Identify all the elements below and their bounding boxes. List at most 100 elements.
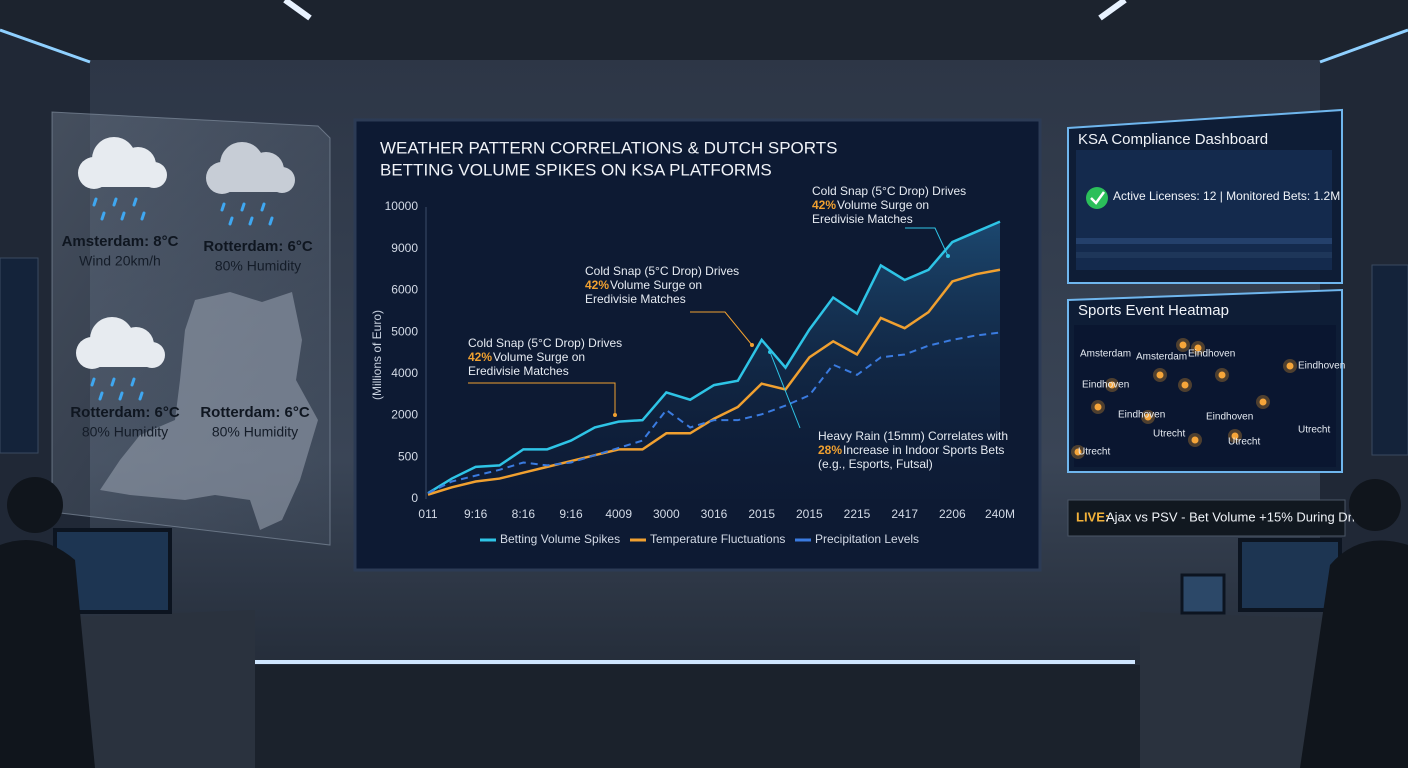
- city-label: Eindhoven: [1188, 349, 1235, 360]
- rain-drop: [112, 197, 118, 207]
- city-label: Eindhoven: [1298, 361, 1345, 372]
- ticker-tag: LIVE:: [1076, 509, 1109, 524]
- annotation-dot: [946, 254, 950, 258]
- compliance-status: Active Licenses: 12 | Monitored Bets: 1.…: [1113, 189, 1340, 203]
- heatmap-map: [1074, 325, 1336, 467]
- x-tick-label: 3000: [653, 507, 680, 521]
- cloud-part: [210, 176, 292, 192]
- ceiling: [0, 0, 1408, 70]
- person: [7, 477, 63, 533]
- annotation-text: Cold Snap (5°C Drop) Drives: [468, 336, 622, 350]
- light-strip: [1319, 28, 1408, 64]
- annotation-dot: [768, 350, 772, 354]
- weather-detail: 80% Humidity: [212, 424, 298, 440]
- rain-drop: [228, 216, 234, 226]
- heat-dot: [1191, 436, 1199, 444]
- weather-city: Rotterdam: 6°C: [203, 238, 313, 255]
- compliance-card: [1076, 150, 1332, 270]
- rain-drop: [132, 197, 138, 207]
- city-label: Utrecht: [1153, 429, 1185, 440]
- annotation-dot: [613, 413, 617, 417]
- series-line: [427, 331, 1001, 495]
- annotation-text: Volume Surge on: [610, 278, 702, 292]
- weather-city: Rotterdam: 6°C: [200, 404, 310, 421]
- cloud-part: [80, 351, 162, 367]
- heat-dot: [1179, 341, 1187, 349]
- x-tick-label: 4009: [605, 507, 632, 521]
- city-label: Eindhoven: [1082, 380, 1129, 391]
- annotation-pct: 28%: [818, 443, 842, 457]
- heatmap-title: Sports Event Heatmap: [1078, 302, 1229, 319]
- annotation-leader: [769, 351, 801, 429]
- y-axis-label: (Millions of Euro): [370, 310, 384, 400]
- weather-detail: 80% Humidity: [82, 424, 168, 440]
- annotation-text: Eredivisie Matches: [812, 212, 913, 226]
- heat-dot: [1181, 381, 1189, 389]
- weather-icon: [76, 317, 165, 401]
- y-tick-label: 6000: [391, 283, 418, 297]
- compliance-title: KSA Compliance Dashboard: [1078, 131, 1268, 148]
- annotation-text: Eredivisie Matches: [585, 292, 686, 306]
- y-tick-label: 2000: [391, 408, 418, 422]
- annotation-dot: [750, 343, 754, 347]
- weather-detail: Wind 20km/h: [79, 253, 161, 269]
- y-tick-label: 5000: [391, 324, 418, 338]
- annotation-pct: 42%: [468, 350, 492, 364]
- x-tick-label: 240M: [985, 507, 1015, 521]
- x-tick-label: 8:16: [512, 507, 536, 521]
- status-bar: [1076, 252, 1332, 258]
- chart-title: BETTING VOLUME SPIKES ON KSA PLATFORMS: [380, 160, 772, 179]
- rain-drop: [92, 197, 98, 207]
- weather-icon: [78, 137, 167, 221]
- heat-dot: [1074, 448, 1082, 456]
- weather-detail: 80% Humidity: [215, 258, 301, 274]
- x-tick-label: 2015: [748, 507, 775, 521]
- x-tick-label: 2215: [844, 507, 871, 521]
- heat-dot: [1218, 371, 1226, 379]
- weather-city: Rotterdam: 6°C: [70, 404, 180, 421]
- ticker-text: Ajax vs PSV - Bet Volume +15% During Dri…: [1106, 509, 1378, 524]
- cloud-part: [82, 171, 164, 187]
- heat-dot: [1194, 344, 1202, 352]
- city-label: Amsterdam: [1080, 349, 1131, 360]
- check-mark: [1090, 191, 1106, 205]
- netherlands-map: [100, 292, 318, 530]
- area: [428, 221, 1000, 499]
- rain-drop: [100, 211, 106, 221]
- y-tick-label: 9000: [391, 241, 418, 255]
- annotation-pct: 42%: [812, 198, 836, 212]
- annotation-text: Volume Surge on: [493, 350, 585, 364]
- city-label: Amsterdam: [1136, 352, 1187, 363]
- heat-dot: [1286, 362, 1294, 370]
- city-label: Eindhoven: [1118, 410, 1165, 421]
- annotation-leader: [905, 227, 949, 257]
- rain-drop: [118, 391, 124, 401]
- desk-monitor: [1238, 538, 1342, 612]
- rain-drop: [220, 202, 226, 212]
- annotation-text: Eredivisie Matches: [468, 364, 569, 378]
- annotation-text: Increase in Indoor Sports Bets: [843, 443, 1004, 457]
- rain-drop: [260, 202, 266, 212]
- weather-city: Amsterdam: 8°C: [62, 233, 179, 250]
- city-label: Utrecht: [1298, 425, 1330, 436]
- annotation-leader: [468, 382, 616, 415]
- y-tick-label: 10000: [385, 199, 419, 213]
- x-tick-label: 2206: [939, 507, 966, 521]
- weather-icon: [206, 142, 295, 226]
- annotation-pct: 42%: [585, 278, 609, 292]
- heat-dot: [1231, 432, 1239, 440]
- ceiling-light: [283, 0, 312, 21]
- person: [1300, 540, 1408, 768]
- heat-dot: [1094, 403, 1102, 411]
- chart-title: WEATHER PATTERN CORRELATIONS & DUTCH SPO…: [380, 138, 837, 157]
- rain-drop: [240, 202, 246, 212]
- x-tick-label: 2417: [891, 507, 918, 521]
- rain-drop: [268, 216, 274, 226]
- x-tick-label: 2015: [796, 507, 823, 521]
- annotation-text: Cold Snap (5°C Drop) Drives: [585, 264, 739, 278]
- city-label: Utrecht: [1078, 447, 1110, 458]
- city-label: Eindhoven: [1206, 412, 1253, 423]
- annotation-text: Heavy Rain (15mm) Correlates with: [818, 429, 1008, 443]
- legend-label: Betting Volume Spikes: [500, 532, 620, 546]
